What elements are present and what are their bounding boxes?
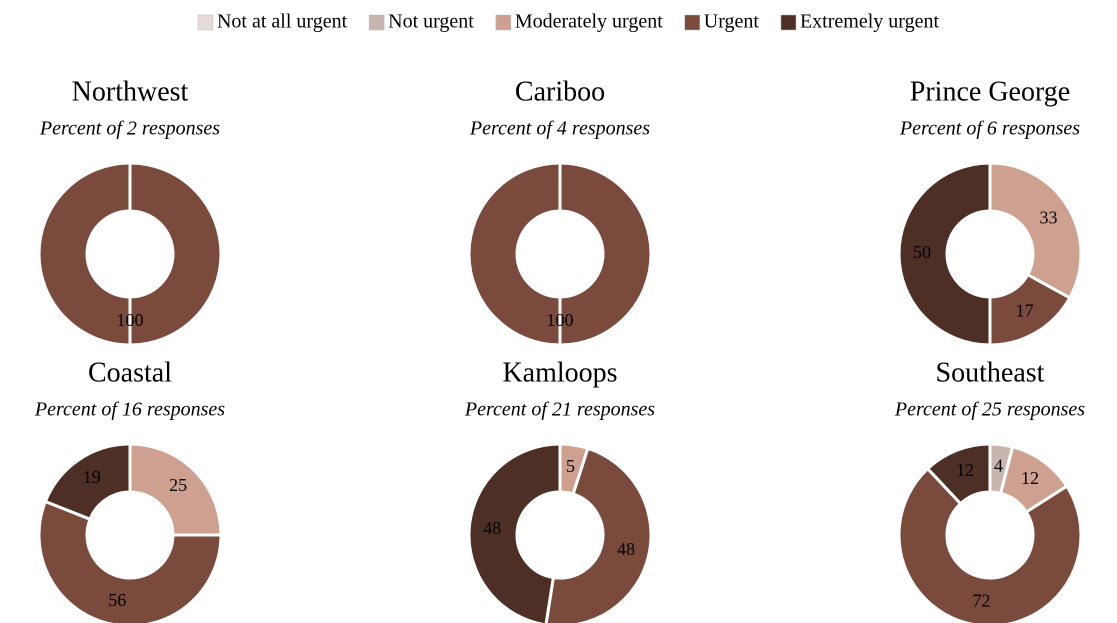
donut-slice (37, 161, 223, 347)
donut-slice (544, 446, 653, 623)
donut-slice (988, 161, 1083, 300)
data-label: 4 (994, 456, 1003, 476)
donut-slice (897, 161, 992, 347)
chart-title: Cariboo (515, 76, 605, 107)
chart-title: Northwest (72, 76, 189, 107)
data-label: 19 (83, 467, 101, 487)
donut-slice (467, 161, 653, 347)
donut-slice (37, 499, 223, 623)
donut-slice (467, 442, 562, 623)
legend-swatch (495, 14, 512, 31)
data-label: 17 (1016, 301, 1034, 321)
legend-label: Not urgent (388, 11, 474, 33)
data-label: 50 (913, 242, 931, 262)
legend-label: Urgent (704, 11, 760, 33)
legend-swatch (780, 14, 797, 31)
chart-subtitle: Percent of 2 responses (39, 118, 220, 140)
data-label: 100 (117, 310, 144, 330)
data-label: 48 (617, 539, 635, 559)
chart-subtitle: Percent of 4 responses (469, 118, 650, 140)
chart-title: Kamloops (502, 357, 617, 388)
chart-title: Prince George (910, 76, 1070, 107)
data-label: 25 (169, 475, 187, 495)
donut-slice (128, 442, 223, 537)
data-label: 72 (972, 591, 990, 611)
data-label: 33 (1040, 208, 1058, 228)
chart-subtitle: Percent of 25 responses (894, 399, 1085, 421)
donut-slice (925, 442, 992, 506)
legend-label: Not at all urgent (217, 11, 348, 33)
legend-swatch (684, 14, 701, 31)
donut-slice (43, 442, 132, 522)
legend-swatch (197, 14, 214, 31)
data-label: 48 (483, 518, 501, 538)
legend-label: Moderately urgent (515, 11, 663, 33)
data-label: 100 (547, 310, 574, 330)
legend-swatch (368, 14, 385, 31)
chart-subtitle: Percent of 16 responses (34, 399, 225, 421)
data-label: 5 (566, 456, 575, 476)
chart-title: Coastal (88, 357, 172, 388)
data-label: 12 (956, 460, 974, 480)
data-label: 56 (108, 590, 126, 610)
data-label: 12 (1021, 468, 1039, 488)
donut-slice (897, 466, 1083, 623)
legend-label: Extremely urgent (800, 11, 939, 33)
chart-title: Southeast (936, 357, 1045, 388)
chart-subtitle: Percent of 6 responses (899, 118, 1080, 140)
chart-subtitle: Percent of 21 responses (464, 399, 655, 421)
